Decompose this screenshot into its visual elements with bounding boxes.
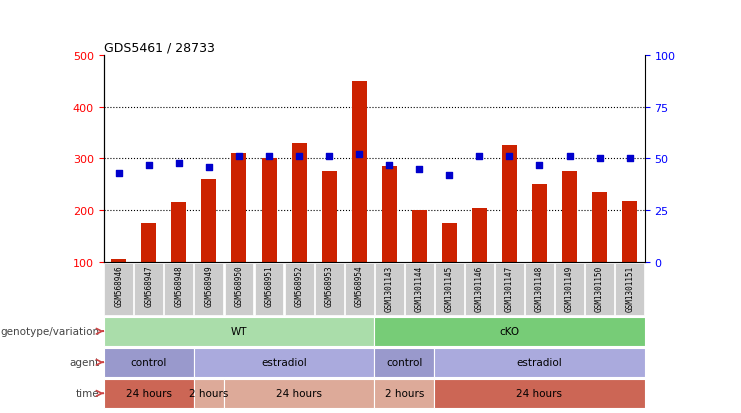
Point xyxy=(203,164,215,171)
Bar xyxy=(412,211,427,262)
Text: GSM1301145: GSM1301145 xyxy=(445,265,453,311)
Point xyxy=(323,154,335,160)
Point xyxy=(143,162,155,169)
Text: 24 hours: 24 hours xyxy=(516,388,562,399)
Bar xyxy=(502,146,517,262)
Bar xyxy=(405,263,433,315)
Text: genotype/variation: genotype/variation xyxy=(0,326,99,337)
Point xyxy=(173,160,185,166)
Bar xyxy=(434,348,645,377)
Text: 2 hours: 2 hours xyxy=(189,388,229,399)
Bar xyxy=(104,348,194,377)
Bar xyxy=(202,180,216,262)
Point xyxy=(534,162,545,169)
Bar xyxy=(562,172,577,262)
Bar xyxy=(435,263,464,315)
Text: GSM1301147: GSM1301147 xyxy=(505,265,514,311)
Bar xyxy=(194,379,224,408)
Text: GSM568950: GSM568950 xyxy=(234,265,244,306)
Text: GSM568952: GSM568952 xyxy=(295,265,304,306)
Bar xyxy=(231,154,247,262)
Text: 24 hours: 24 hours xyxy=(126,388,172,399)
Bar xyxy=(555,263,584,315)
Bar xyxy=(374,348,434,377)
Bar xyxy=(592,192,607,262)
Text: GSM1301149: GSM1301149 xyxy=(565,265,574,311)
Bar xyxy=(171,203,187,262)
Bar xyxy=(352,81,367,262)
Text: GSM1301148: GSM1301148 xyxy=(535,265,544,311)
Bar xyxy=(615,263,644,315)
Bar xyxy=(434,379,645,408)
Bar xyxy=(375,263,404,315)
Point xyxy=(443,172,455,179)
Bar xyxy=(382,167,396,262)
Text: GSM568951: GSM568951 xyxy=(265,265,273,306)
Text: GSM568947: GSM568947 xyxy=(144,265,153,306)
Text: GSM568954: GSM568954 xyxy=(355,265,364,306)
Text: GSM568949: GSM568949 xyxy=(205,265,213,306)
Bar xyxy=(165,263,193,315)
Bar xyxy=(525,263,554,315)
Bar xyxy=(315,263,344,315)
Point xyxy=(564,154,576,160)
Text: GSM1301150: GSM1301150 xyxy=(595,265,604,311)
Text: WT: WT xyxy=(230,326,247,337)
Point xyxy=(594,156,605,162)
Bar xyxy=(291,143,307,262)
Bar xyxy=(224,379,374,408)
Point xyxy=(504,154,516,160)
Text: agent: agent xyxy=(69,357,99,368)
Bar xyxy=(225,263,253,315)
Bar xyxy=(532,185,547,262)
Bar xyxy=(262,159,276,262)
Bar xyxy=(104,317,374,346)
Text: GSM1301146: GSM1301146 xyxy=(475,265,484,311)
Point xyxy=(353,152,365,158)
Text: control: control xyxy=(386,357,422,368)
Bar xyxy=(142,223,156,262)
Point xyxy=(233,154,245,160)
Text: GSM568953: GSM568953 xyxy=(325,265,333,306)
Text: GSM568946: GSM568946 xyxy=(114,265,123,306)
Text: GSM1301151: GSM1301151 xyxy=(625,265,634,311)
Text: GSM1301143: GSM1301143 xyxy=(385,265,393,311)
Bar xyxy=(374,317,645,346)
Bar xyxy=(134,263,163,315)
Bar xyxy=(104,263,133,315)
Text: estradiol: estradiol xyxy=(516,357,562,368)
Text: time: time xyxy=(76,388,99,399)
Text: estradiol: estradiol xyxy=(261,357,307,368)
Point xyxy=(473,154,485,160)
Text: GSM1301144: GSM1301144 xyxy=(415,265,424,311)
Point xyxy=(413,166,425,173)
Bar xyxy=(255,263,284,315)
Bar xyxy=(374,379,434,408)
Point xyxy=(624,156,636,162)
Bar xyxy=(285,263,313,315)
Text: GSM568948: GSM568948 xyxy=(174,265,183,306)
Point xyxy=(263,154,275,160)
Bar xyxy=(194,263,223,315)
Bar xyxy=(585,263,614,315)
Text: cKO: cKO xyxy=(499,326,519,337)
Point xyxy=(113,170,124,177)
Bar xyxy=(622,201,637,262)
Bar xyxy=(442,223,457,262)
Bar xyxy=(104,379,194,408)
Bar xyxy=(194,348,374,377)
Bar xyxy=(322,172,336,262)
Point xyxy=(383,162,395,169)
Bar xyxy=(345,263,373,315)
Bar xyxy=(465,263,494,315)
Text: 24 hours: 24 hours xyxy=(276,388,322,399)
Bar xyxy=(111,260,126,262)
Point xyxy=(293,154,305,160)
Text: GDS5461 / 28733: GDS5461 / 28733 xyxy=(104,42,215,55)
Bar xyxy=(495,263,524,315)
Text: 2 hours: 2 hours xyxy=(385,388,424,399)
Bar xyxy=(472,208,487,262)
Text: control: control xyxy=(130,357,167,368)
